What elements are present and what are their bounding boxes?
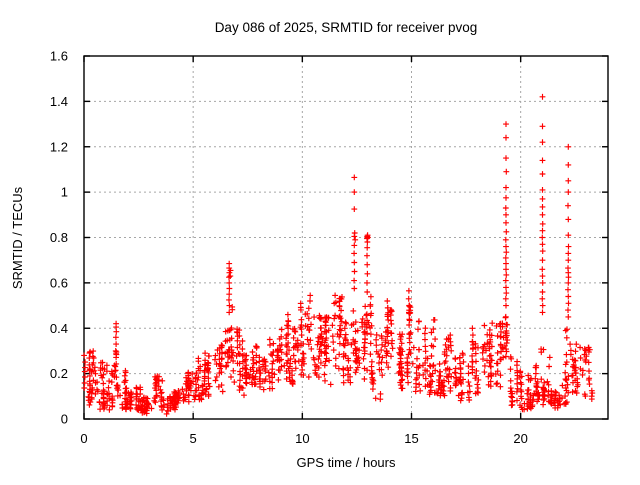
y-tick-label: 0.2 xyxy=(50,366,68,381)
y-axis-label: SRMTID / TECUs xyxy=(10,186,25,289)
data-points xyxy=(81,93,596,417)
y-tick-label: 0 xyxy=(61,412,68,427)
x-axis-label: GPS time / hours xyxy=(297,455,396,470)
y-tick-label: 0.8 xyxy=(50,230,68,245)
x-tick-label: 0 xyxy=(80,431,87,446)
x-tick-label: 10 xyxy=(295,431,309,446)
x-tick-label: 5 xyxy=(190,431,197,446)
y-tick-label: 1 xyxy=(61,185,68,200)
y-tick-label: 1.4 xyxy=(50,94,68,109)
y-tick-label: 0.4 xyxy=(50,321,68,336)
y-tick-label: 1.2 xyxy=(50,139,68,154)
y-tick-label: 0.6 xyxy=(50,275,68,290)
plot-layers: 0 5 10 15 20 0 0.2 0.4 0.6 0.8 1 1.2 1.4 1.6 xyxy=(50,49,609,446)
y-tick-label: 1.6 xyxy=(50,49,68,64)
chart-title: Day 086 of 2025, SRMTID for receiver pvo… xyxy=(215,20,478,35)
x-tick-label: 15 xyxy=(404,431,418,446)
x-tick-label: 20 xyxy=(513,431,527,446)
